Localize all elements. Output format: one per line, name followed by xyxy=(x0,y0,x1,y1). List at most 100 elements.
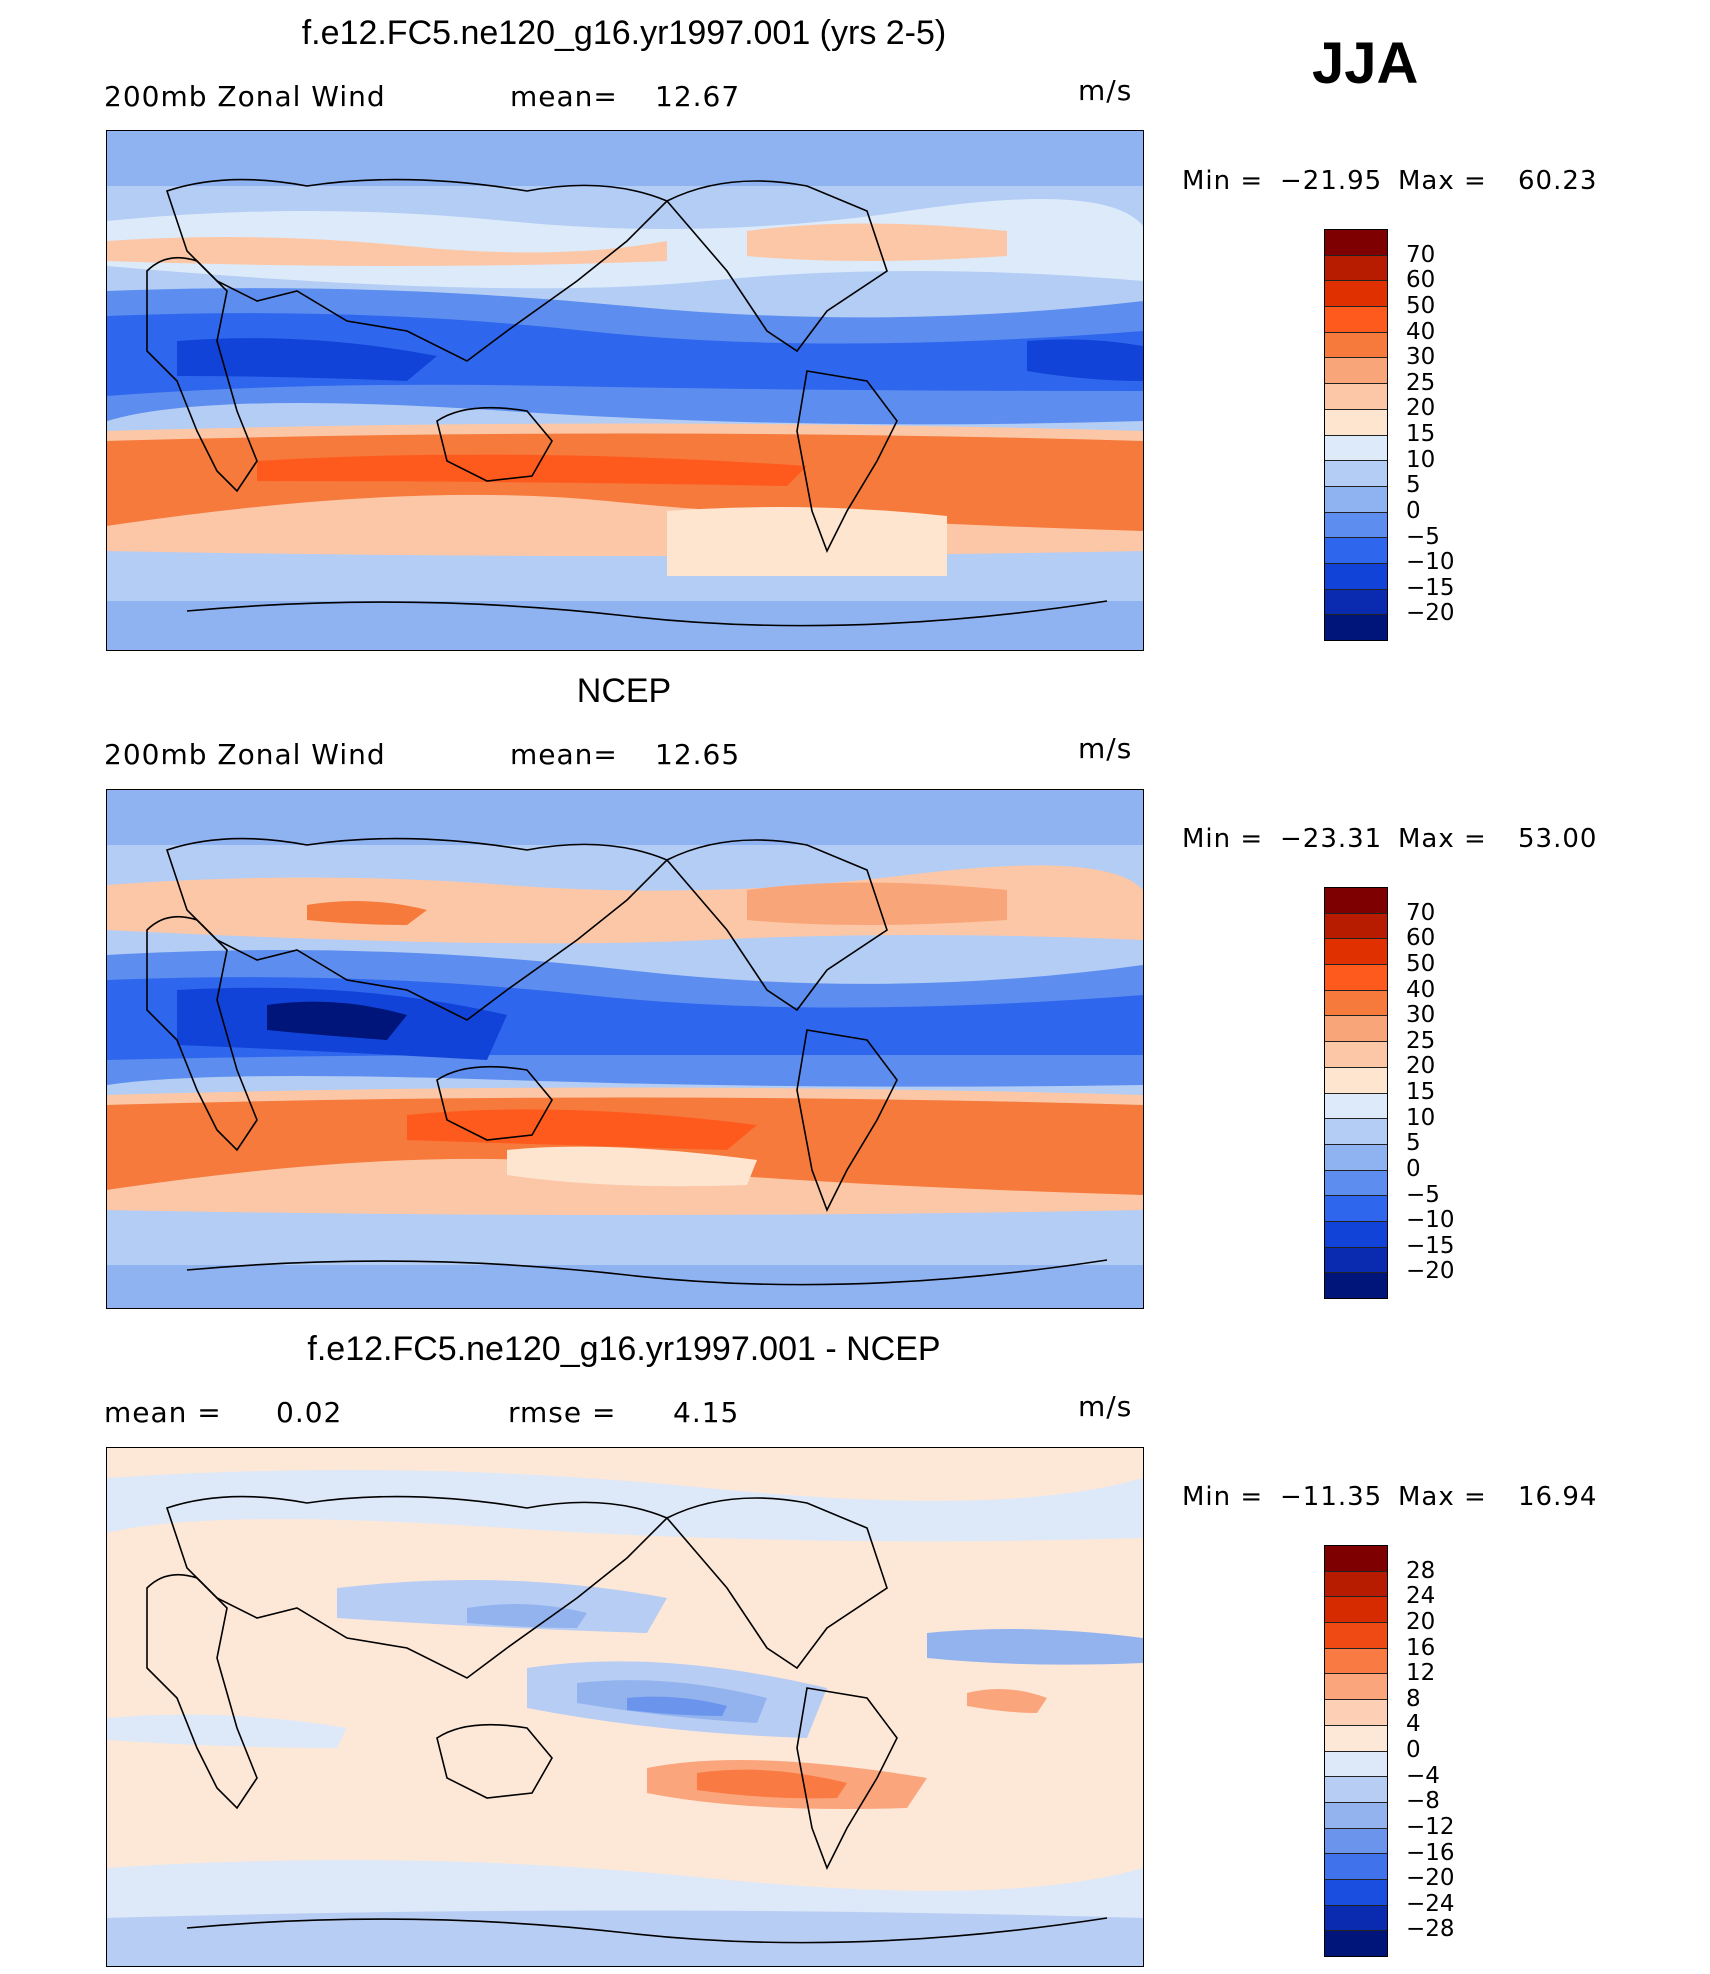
panel2-tick: 15 xyxy=(1406,1079,1436,1105)
panel1-min-label: Min = xyxy=(1182,166,1264,196)
panel1-colorbar-swatch xyxy=(1325,358,1387,385)
panel1-tick: −20 xyxy=(1406,600,1455,627)
panel3-colorbar-swatch xyxy=(1325,1648,1387,1675)
panel3-tick: 8 xyxy=(1406,1685,1421,1712)
panel3-map xyxy=(106,1447,1144,1967)
panel3-colorbar-swatch xyxy=(1325,1777,1387,1803)
panel3-mean-value: 0.02 xyxy=(276,1396,343,1429)
panel2-colorbar-swatch xyxy=(1325,888,1387,914)
panel2-colorbar-swatch xyxy=(1325,939,1387,966)
panel3-title: f.e12.FC5.ne120_g16.yr1997.001 - NCEP xyxy=(307,1330,941,1368)
panel3-contour-field xyxy=(107,1448,1143,1966)
panel1-tick: 0 xyxy=(1406,497,1421,524)
panel2-colorbar-swatch xyxy=(1325,1273,1387,1298)
panel2-tick: −5 xyxy=(1406,1181,1440,1208)
panel3-tick: −8 xyxy=(1406,1788,1440,1815)
panel2-tick: −10 xyxy=(1406,1207,1455,1234)
panel1-tick: 40 xyxy=(1406,318,1436,345)
panel3-colorbar-ticks: 28 24 20 16 12 8 4 0 −4 −8 −12 −16 −20 −… xyxy=(1406,1545,1486,1955)
panel2-variable-label: 200mb Zonal Wind xyxy=(104,738,386,771)
panel1-colorbar-swatch xyxy=(1325,615,1387,640)
panel3-units: m/s xyxy=(1078,1390,1133,1423)
panel3-tick: −12 xyxy=(1406,1813,1455,1840)
season-label: JJA xyxy=(1312,31,1419,96)
panel3-colorbar-swatch xyxy=(1325,1623,1387,1649)
panel2-tick: 20 xyxy=(1406,1053,1436,1080)
panel3-colorbar-swatch xyxy=(1325,1674,1387,1701)
panel3-colorbar-swatch xyxy=(1325,1571,1387,1598)
panel2-tick: 30 xyxy=(1406,1002,1436,1029)
panel1-min-value: −21.95 xyxy=(1280,166,1383,196)
panel1-tick: 10 xyxy=(1406,446,1436,473)
panel2-tick: 60 xyxy=(1406,925,1436,952)
panel3-colorbar-swatch xyxy=(1325,1546,1387,1572)
panel2-tick: 0 xyxy=(1406,1155,1421,1182)
panel1-tick: 20 xyxy=(1406,395,1436,422)
panel3-colorbar-swatch xyxy=(1325,1905,1387,1932)
panel3-tick: 24 xyxy=(1406,1583,1436,1610)
panel3-colorbar-swatch xyxy=(1325,1802,1387,1829)
panel2-tick: 70 xyxy=(1406,899,1436,926)
panel3-rmse-value: 4.15 xyxy=(673,1396,740,1429)
panel2-min-value: −23.31 xyxy=(1280,824,1383,854)
panel2-colorbar-swatch xyxy=(1325,1196,1387,1222)
panel1-tick: 30 xyxy=(1406,344,1436,371)
panel2-colorbar-swatch xyxy=(1325,913,1387,940)
panel1-tick: 15 xyxy=(1406,421,1436,447)
panel1-colorbar-swatch xyxy=(1325,384,1387,410)
panel1-colorbar-swatch xyxy=(1325,563,1387,590)
panel3-tick: 4 xyxy=(1406,1711,1421,1738)
panel1-colorbar-ticks: 70 60 50 40 30 25 20 15 10 5 0 −5 −10 −1… xyxy=(1406,229,1486,639)
panel1-colorbar-swatch xyxy=(1325,409,1387,436)
panel1-tick: 70 xyxy=(1406,241,1436,268)
panel1-colorbar-swatch xyxy=(1325,307,1387,333)
panel1-colorbar-swatch xyxy=(1325,230,1387,256)
panel3-colorbar-swatch xyxy=(1325,1931,1387,1956)
panel2-colorbar-swatch xyxy=(1325,1221,1387,1248)
panel3-colorbar xyxy=(1324,1545,1388,1957)
panel2-tick: 25 xyxy=(1406,1027,1436,1054)
panel1-tick: −15 xyxy=(1406,574,1455,601)
panel2-colorbar-swatch xyxy=(1325,1093,1387,1120)
panel1-tick: 50 xyxy=(1406,292,1436,319)
panel1-colorbar-swatch xyxy=(1325,255,1387,282)
panel3-mean-label: mean = xyxy=(104,1396,222,1429)
panel2-tick: 50 xyxy=(1406,950,1436,977)
panel3-max-value: 16.94 xyxy=(1518,1482,1598,1512)
panel2-tick: −15 xyxy=(1406,1232,1455,1259)
panel3-colorbar-swatch xyxy=(1325,1828,1387,1855)
panel2-min-label: Min = xyxy=(1182,824,1264,854)
panel3-tick: 16 xyxy=(1406,1634,1436,1661)
panel1-colorbar-swatch xyxy=(1325,332,1387,359)
panel1-variable-label: 200mb Zonal Wind xyxy=(104,80,386,113)
panel1-mean-value: 12.67 xyxy=(655,80,741,113)
panel3-tick: −24 xyxy=(1406,1890,1455,1917)
panel2-max-label: Max = xyxy=(1398,824,1487,854)
panel1-colorbar-swatch xyxy=(1325,435,1387,462)
panel3-colorbar-swatch xyxy=(1325,1725,1387,1752)
panel3-colorbar-swatch xyxy=(1325,1879,1387,1906)
panel2-colorbar-ticks: 70 60 50 40 30 25 20 15 10 5 0 −5 −10 −1… xyxy=(1406,887,1486,1297)
panel3-colorbar-swatch xyxy=(1325,1700,1387,1726)
panel2-colorbar-swatch xyxy=(1325,1247,1387,1274)
panel3-max-label: Max = xyxy=(1398,1482,1487,1512)
panel2-colorbar xyxy=(1324,887,1388,1299)
panel2-units: m/s xyxy=(1078,732,1133,765)
panel2-colorbar-swatch xyxy=(1325,1016,1387,1043)
panel2-tick: 10 xyxy=(1406,1104,1436,1131)
panel3-tick: −20 xyxy=(1406,1865,1455,1892)
panel2-mean-label: mean= xyxy=(510,738,618,771)
panel3-min-label: Min = xyxy=(1182,1482,1264,1512)
panel3-tick: −16 xyxy=(1406,1839,1455,1866)
panel3-tick: −28 xyxy=(1406,1916,1455,1943)
panel1-tick: −10 xyxy=(1406,549,1455,576)
panel1-map xyxy=(106,130,1144,651)
panel2-colorbar-swatch xyxy=(1325,1170,1387,1197)
panel3-colorbar-swatch xyxy=(1325,1854,1387,1880)
panel1-tick: −5 xyxy=(1406,523,1440,550)
panel1-colorbar-swatch xyxy=(1325,589,1387,616)
panel1-tick: 25 xyxy=(1406,369,1436,396)
panel1-units: m/s xyxy=(1078,74,1133,107)
panel1-colorbar-swatch xyxy=(1325,486,1387,513)
panel2-colorbar-swatch xyxy=(1325,1144,1387,1171)
